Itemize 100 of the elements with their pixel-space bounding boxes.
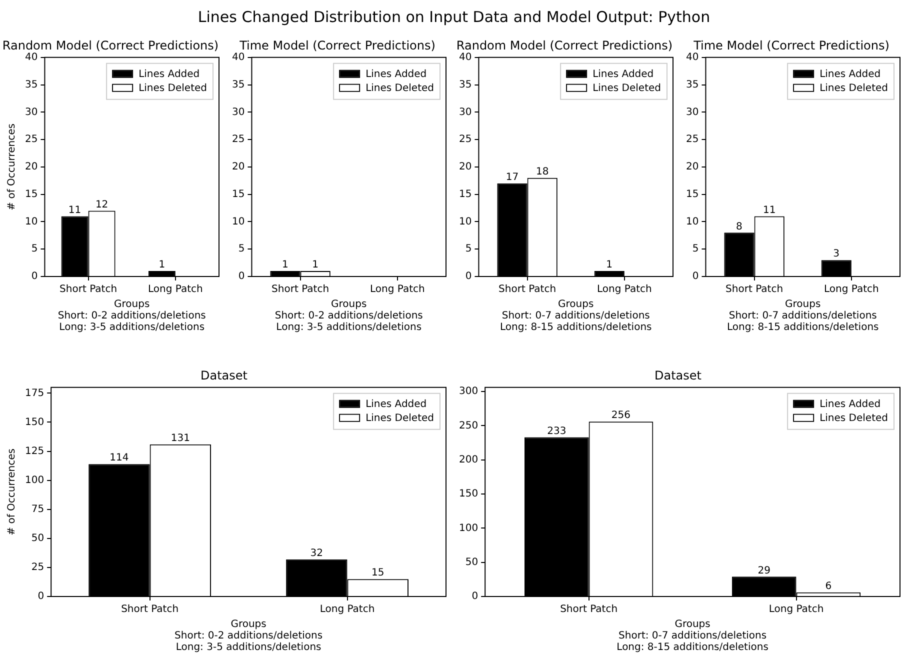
y-tick-label: 30 [232,106,245,118]
y-tick-label: 25 [458,134,472,146]
y-tick-label: 35 [458,79,472,90]
y-tick-label: 0 [692,271,699,282]
y-tick-label: 40 [458,52,472,63]
legend-label: Lines Deleted [820,412,888,424]
data-label: 12 [95,199,108,210]
y-tick-label: 30 [24,106,38,118]
data-label: 3 [833,248,840,260]
chart-title: Dataset [200,368,248,382]
y-tick-label: 15 [24,188,38,200]
legend-label: Lines Added [366,68,427,80]
y-tick-label: 20 [232,162,245,173]
data-label: 32 [310,548,324,559]
y-tick-label: 50 [31,533,44,544]
y-tick-label: 125 [24,446,44,457]
legend-label: Lines Deleted [820,82,888,94]
data-label: 17 [506,172,519,183]
legend-label: Lines Deleted [592,82,662,94]
y-tick-label: 20 [686,162,699,173]
chart-title: Time Model (Correct Predictions) [238,38,436,52]
y-axis-title: # of Occurrences [6,124,18,210]
y-tick-label: 25 [686,134,699,146]
x-tick-label: Short Patch [560,604,618,616]
legend-label: Lines Added [820,398,881,410]
chart-title: Dataset [654,368,702,382]
y-axis-title: # of Occurrences [6,448,18,536]
y-tick-label: 75 [31,504,44,515]
x-tick-label: Long Patch [597,284,652,296]
chart-title: Time Model (Correct Predictions) [692,38,890,52]
y-tick-label: 25 [24,134,38,146]
data-label: 1 [312,260,319,271]
y-tick-label: 10 [232,216,245,228]
y-tick-label: 5 [465,244,472,255]
x-tick-label: Long Patch [824,284,879,296]
y-tick-label: 175 [24,388,44,399]
y-tick-label: 300 [458,386,478,398]
y-tick-label: 5 [238,244,245,255]
y-tick-label: 35 [232,79,245,90]
y-tick-label: 25 [31,562,44,574]
y-tick-label: 150 [458,488,478,500]
x-tick-label: Short Patch [60,284,118,296]
data-label: 18 [536,166,549,178]
data-label: 11 [762,204,776,216]
y-tick-label: 0 [465,271,472,282]
x-axis-title: Groups Short: 0-7 additions/deletions Long: 8-15 additions/deletions [616,618,768,653]
data-label: 1 [282,260,288,271]
y-tick-label: 40 [686,52,699,63]
y-tick-label: 15 [686,188,699,200]
y-tick-label: 0 [31,271,38,282]
legend-label: Lines Added [592,68,654,80]
data-label: 15 [372,568,384,579]
x-tick-label: Short Patch [121,604,179,616]
legend-label: Lines Added [138,68,200,80]
x-tick-label: Long Patch [370,284,425,296]
y-tick-label: 10 [686,216,699,228]
y-tick-label: 100 [24,474,44,486]
data-label: 233 [547,426,566,437]
y-tick-label: 5 [692,244,699,255]
legend-label: Lines Deleted [366,82,434,94]
y-tick-label: 30 [458,106,472,118]
legend-label: Lines Added [366,398,427,410]
y-tick-label: 35 [24,79,38,90]
y-tick-label: 0 [238,271,245,282]
x-axis-title: Groups Short: 0-2 additions/deletions Long: 3-5 additions/deletions [274,298,423,333]
legend-label: Lines Deleted [366,412,434,424]
data-label: 29 [758,565,770,576]
x-tick-label: Short Patch [726,284,784,296]
y-tick-label: 50 [465,556,478,568]
x-axis-title: Groups Short: 0-2 additions/deletions Long: 3-5 additions/deletions [58,298,206,333]
x-tick-label: Long Patch [768,604,824,616]
x-tick-label: Long Patch [320,604,375,616]
y-tick-label: 100 [458,522,478,534]
y-tick-label: 40 [24,52,38,63]
y-tick-label: 10 [24,216,38,228]
chart-title: Random Model (Correct Predictions) [456,38,673,52]
x-tick-label: Long Patch [148,284,203,296]
x-tick-label: Short Patch [272,284,330,296]
chart-title: Random Model (Correct Predictions) [2,38,219,52]
y-tick-label: 200 [458,454,478,466]
data-label: 1 [606,260,613,271]
y-tick-label: 5 [31,244,38,255]
data-label: 256 [611,410,631,422]
x-axis-title: Groups Short: 0-7 additions/deletions Long: 8-15 additions/deletions [726,298,879,333]
y-tick-label: 10 [458,216,472,228]
data-label: 11 [68,204,82,216]
y-tick-label: 20 [24,162,38,173]
data-label: 131 [170,432,190,444]
data-label: 114 [110,452,129,464]
y-tick-label: 0 [38,591,44,602]
x-axis-title: Groups Short: 0-2 additions/deletions Long: 3-5 additions/deletions [174,618,323,653]
data-label: 8 [736,221,742,232]
x-tick-label: Short Patch [498,284,556,296]
y-tick-label: 15 [458,188,472,200]
y-tick-label: 20 [458,162,472,173]
x-axis-title: Groups Short: 0-7 additions/deletions Long: 8-15 additions/deletions [500,298,652,333]
y-tick-label: 35 [686,79,699,90]
y-tick-label: 40 [232,52,245,63]
y-tick-label: 15 [232,188,245,200]
y-tick-label: 150 [24,416,44,428]
